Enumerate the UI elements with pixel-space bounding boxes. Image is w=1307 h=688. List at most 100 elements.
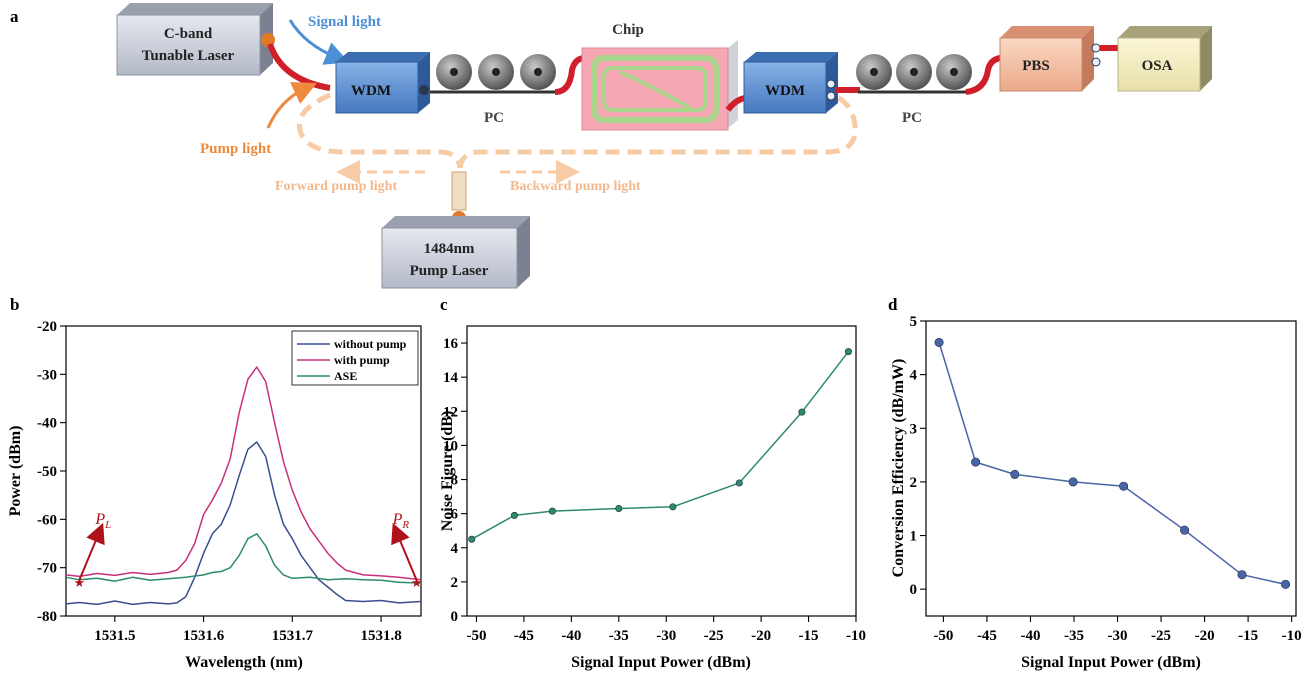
pump-box-side xyxy=(517,216,530,288)
panel-letter-c: c xyxy=(440,295,448,314)
y-tick-label: 5 xyxy=(910,314,918,330)
x-tick-label: -20 xyxy=(1195,628,1215,644)
panel-letter-d: d xyxy=(888,295,898,314)
y-tick-label: 4 xyxy=(451,541,459,557)
osa-side xyxy=(1200,26,1212,91)
data-point xyxy=(934,337,944,347)
wdm-right-label: WDM xyxy=(765,83,805,99)
y-tick-label: 4 xyxy=(910,368,918,384)
y-tick-label: 8 xyxy=(451,473,459,489)
series-line-1 xyxy=(471,351,849,540)
xlabel-b: Wavelength (nm) xyxy=(185,654,303,671)
setup-schematic: a Forward pump light Backward pump light… xyxy=(10,3,1212,289)
pump-laser-line2: Pump Laser xyxy=(410,263,489,279)
pbs-top xyxy=(1000,26,1094,38)
y-tick-label: -40 xyxy=(37,416,57,432)
forward-label: Forward pump light xyxy=(275,179,397,194)
x-tick-label: -35 xyxy=(1064,628,1084,644)
annotation-arrow xyxy=(78,522,105,581)
x-tick-label: -10 xyxy=(846,628,866,644)
legend-label-with: with pump xyxy=(334,353,390,367)
series-line-1 xyxy=(938,342,1286,586)
chip-waveguide-inner xyxy=(602,66,708,112)
y-tick-label: 2 xyxy=(910,475,918,491)
y-tick-label: 14 xyxy=(443,370,459,386)
data-point xyxy=(1068,477,1078,487)
wdm-right-port2-icon xyxy=(826,91,836,101)
pump-loop-left xyxy=(296,92,463,169)
legend-label-without: without pump xyxy=(334,337,407,351)
data-point xyxy=(844,348,852,356)
x-tick-label: -45 xyxy=(977,628,997,644)
ylabel-d: Conversion Efficiency (dB/mW) xyxy=(890,359,907,578)
signal-arrow xyxy=(288,19,350,65)
plot-frame-c xyxy=(466,325,857,617)
pbs-label: PBS xyxy=(1022,58,1050,74)
pbs-side xyxy=(1082,26,1094,91)
data-point xyxy=(510,511,518,519)
data-point xyxy=(468,535,476,543)
pump-light-label: Pump light xyxy=(200,141,271,157)
pbs-port2-icon xyxy=(1091,57,1101,67)
data-point xyxy=(1119,481,1129,491)
x-tick-label: -10 xyxy=(1282,628,1302,644)
data-point xyxy=(669,503,677,511)
annotation-arrow xyxy=(391,522,418,581)
xlabel-c: Signal Input Power (dBm) xyxy=(571,654,751,671)
x-tick-label: -20 xyxy=(751,628,771,644)
data-point xyxy=(1010,469,1020,479)
y-tick-label: -60 xyxy=(37,512,57,528)
laser-box xyxy=(116,14,261,76)
wdm-left-port-icon xyxy=(419,85,429,95)
x-tick-label: 1531.8 xyxy=(360,628,401,644)
ylabel-b: Power (dBm) xyxy=(7,426,24,517)
pump-connector xyxy=(451,171,467,211)
data-point xyxy=(971,457,981,467)
y-tick-label: 12 xyxy=(443,404,458,420)
y-tick-label: 0 xyxy=(451,609,459,625)
ylabel-c: Noise Figure (dB) xyxy=(439,411,456,532)
y-tick-label: 10 xyxy=(443,438,458,454)
legend-label-ase: ASE xyxy=(334,369,357,383)
x-tick-label: 1531.5 xyxy=(94,628,135,644)
data-point xyxy=(1180,525,1190,535)
laser-line2: Tunable Laser xyxy=(142,48,235,64)
panel-letter-a: a xyxy=(10,7,19,26)
panel-b: b 1531.5 1531.6 1531.7 1531.8 -80 -70 -60 -50 -4… xyxy=(7,295,422,671)
y-tick-label: -70 xyxy=(37,561,57,577)
x-tick-label: -50 xyxy=(933,628,953,644)
osa-box xyxy=(1117,37,1201,92)
data-point xyxy=(615,505,623,513)
wdm-right-box xyxy=(743,61,827,114)
chip-waveguide-outer xyxy=(591,55,719,123)
y-tick-label: -30 xyxy=(37,367,57,383)
y-tick-label: 16 xyxy=(443,336,459,352)
y-tick-label: 3 xyxy=(910,421,918,437)
xlabel-d: Signal Input Power (dBm) xyxy=(1021,654,1201,671)
wdm-left-side xyxy=(418,52,430,113)
data-point xyxy=(735,479,743,487)
pc-right-label: PC xyxy=(902,110,922,126)
osa-top xyxy=(1118,26,1212,38)
laser-box-top xyxy=(117,3,273,15)
backward-label: Backward pump light xyxy=(510,179,641,194)
pbs-box xyxy=(999,37,1083,92)
wdm-left-label: WDM xyxy=(351,83,391,99)
series-line-without-pump xyxy=(65,441,422,606)
laser-line1: C-band xyxy=(164,26,213,42)
annotation-star-icon: ★ xyxy=(73,575,85,590)
pump-laser-line1: 1484nm xyxy=(424,241,475,257)
pc-right-paddles xyxy=(856,54,972,90)
pc-left-label: PC xyxy=(484,110,504,126)
pump-arrow xyxy=(266,82,317,129)
wdm-left-top xyxy=(336,52,430,62)
series-line-with-pump xyxy=(65,366,422,581)
x-tick-label: 1531.7 xyxy=(272,628,314,644)
x-tick-label: -40 xyxy=(1020,628,1040,644)
series-line-ASE xyxy=(65,533,422,584)
x-tick-label: -15 xyxy=(1238,628,1258,644)
signal-light-label: Signal light xyxy=(308,14,381,30)
x-tick-label: -30 xyxy=(656,628,676,644)
